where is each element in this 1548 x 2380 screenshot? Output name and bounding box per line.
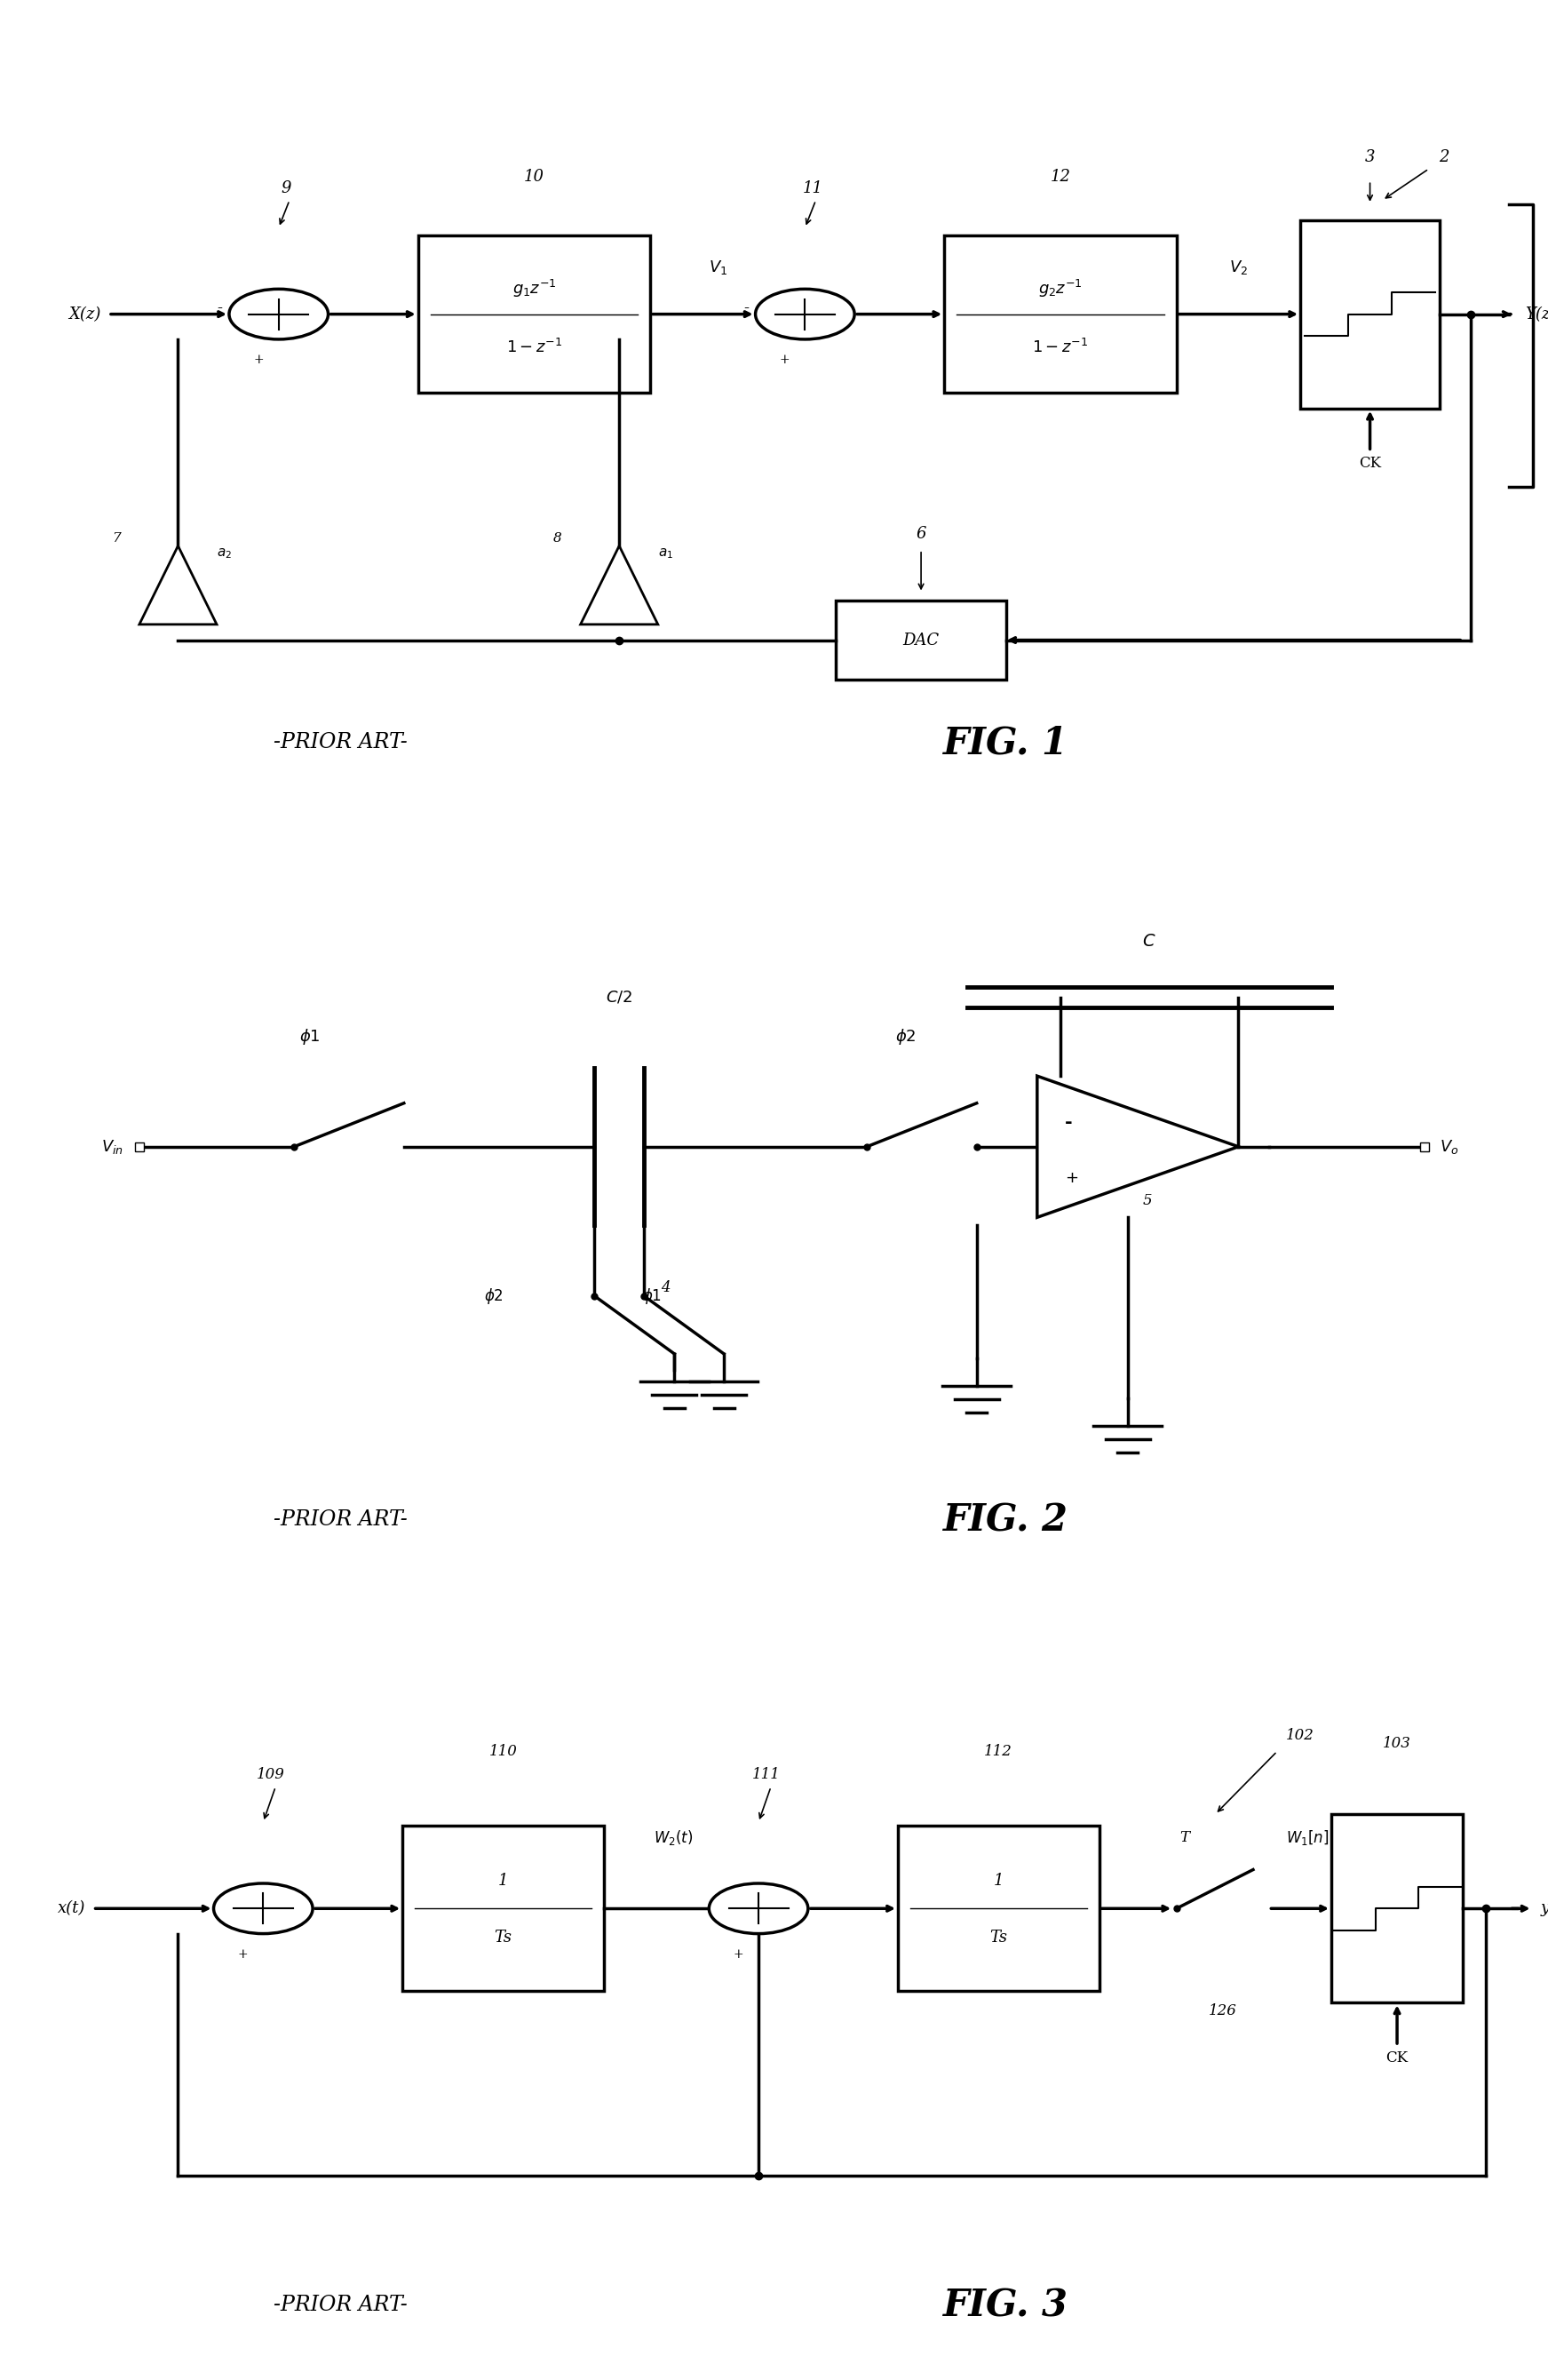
- FancyBboxPatch shape: [898, 1825, 1099, 1992]
- Text: Ts: Ts: [989, 1930, 1008, 1947]
- Text: -PRIOR ART-: -PRIOR ART-: [274, 1509, 407, 1530]
- FancyBboxPatch shape: [1300, 219, 1440, 409]
- Text: $\phi 1$: $\phi 1$: [299, 1026, 320, 1047]
- Text: 10: 10: [523, 169, 545, 186]
- Text: -: -: [217, 300, 223, 317]
- Text: 102: 102: [1286, 1728, 1314, 1742]
- Text: 9: 9: [282, 181, 291, 198]
- Text: 6: 6: [916, 526, 926, 543]
- Text: Ts: Ts: [494, 1930, 512, 1947]
- Polygon shape: [580, 545, 658, 624]
- Text: $V_2$: $V_2$: [1229, 257, 1248, 276]
- Circle shape: [214, 1883, 313, 1933]
- Text: FIG. 2: FIG. 2: [944, 1502, 1068, 1540]
- Circle shape: [709, 1883, 808, 1933]
- Text: 2: 2: [1440, 150, 1449, 164]
- Text: -: -: [1065, 1114, 1073, 1133]
- Text: +: +: [780, 355, 789, 367]
- Text: FIG. 3: FIG. 3: [944, 2287, 1068, 2325]
- Text: $g_1 z^{-1}$: $g_1 z^{-1}$: [512, 278, 556, 300]
- FancyBboxPatch shape: [418, 236, 650, 393]
- FancyBboxPatch shape: [944, 236, 1176, 393]
- Polygon shape: [1037, 1076, 1238, 1216]
- Text: $1 - z^{-1}$: $1 - z^{-1}$: [506, 338, 562, 357]
- Text: $1 - z^{-1}$: $1 - z^{-1}$: [1033, 338, 1088, 357]
- Text: 1: 1: [498, 1873, 508, 1887]
- Text: 103: 103: [1382, 1735, 1412, 1752]
- Text: 1: 1: [994, 1873, 1003, 1887]
- Text: 3: 3: [1365, 150, 1375, 164]
- Text: T: T: [1180, 1830, 1189, 1844]
- Text: x(t): x(t): [57, 1902, 85, 1916]
- Text: CK: CK: [1385, 2049, 1409, 2066]
- Text: $a_2$: $a_2$: [217, 547, 232, 562]
- Polygon shape: [139, 545, 217, 624]
- Text: 111: 111: [752, 1768, 780, 1783]
- Text: 4: 4: [661, 1280, 670, 1295]
- Text: +: +: [1065, 1171, 1079, 1185]
- Text: 112: 112: [985, 1745, 1012, 1759]
- FancyBboxPatch shape: [402, 1825, 604, 1992]
- Text: 110: 110: [489, 1745, 517, 1759]
- Text: $W_2(t)$: $W_2(t)$: [653, 1828, 694, 1847]
- Text: 11: 11: [802, 181, 824, 198]
- Circle shape: [755, 288, 854, 340]
- Text: $V_1$: $V_1$: [709, 257, 728, 276]
- FancyBboxPatch shape: [1331, 1814, 1463, 2004]
- Text: 126: 126: [1209, 2004, 1237, 2018]
- Text: $W_1[n]$: $W_1[n]$: [1286, 1828, 1330, 1847]
- Text: FIG. 1: FIG. 1: [944, 724, 1068, 762]
- Text: $\phi 2$: $\phi 2$: [895, 1026, 916, 1047]
- Text: $C$: $C$: [1142, 933, 1156, 950]
- Text: $\phi 1$: $\phi 1$: [642, 1285, 661, 1307]
- Circle shape: [229, 288, 328, 340]
- Text: $C/2$: $C/2$: [605, 990, 633, 1004]
- Text: +: +: [254, 355, 263, 367]
- Text: 12: 12: [1050, 169, 1071, 186]
- Text: $V_{in}$: $V_{in}$: [102, 1138, 124, 1157]
- Text: -: -: [743, 300, 749, 317]
- Text: y[n]: y[n]: [1540, 1902, 1548, 1916]
- Text: +: +: [734, 1947, 743, 1961]
- Text: 8: 8: [553, 531, 562, 545]
- Text: 109: 109: [257, 1768, 285, 1783]
- Text: Y(z): Y(z): [1525, 307, 1548, 321]
- Text: -PRIOR ART-: -PRIOR ART-: [274, 2294, 407, 2316]
- Text: 7: 7: [111, 531, 121, 545]
- Text: X(z): X(z): [68, 307, 101, 321]
- FancyBboxPatch shape: [836, 600, 1006, 678]
- Text: CK: CK: [1359, 455, 1381, 471]
- Text: $a_1$: $a_1$: [658, 547, 673, 562]
- Text: $\phi 2$: $\phi 2$: [485, 1285, 503, 1307]
- Text: $V_o$: $V_o$: [1440, 1138, 1458, 1157]
- Text: +: +: [238, 1947, 248, 1961]
- Text: $g_2 z^{-1}$: $g_2 z^{-1}$: [1039, 278, 1082, 300]
- Text: 5: 5: [1142, 1192, 1153, 1209]
- Text: DAC: DAC: [902, 633, 940, 647]
- Text: -PRIOR ART-: -PRIOR ART-: [274, 733, 407, 752]
